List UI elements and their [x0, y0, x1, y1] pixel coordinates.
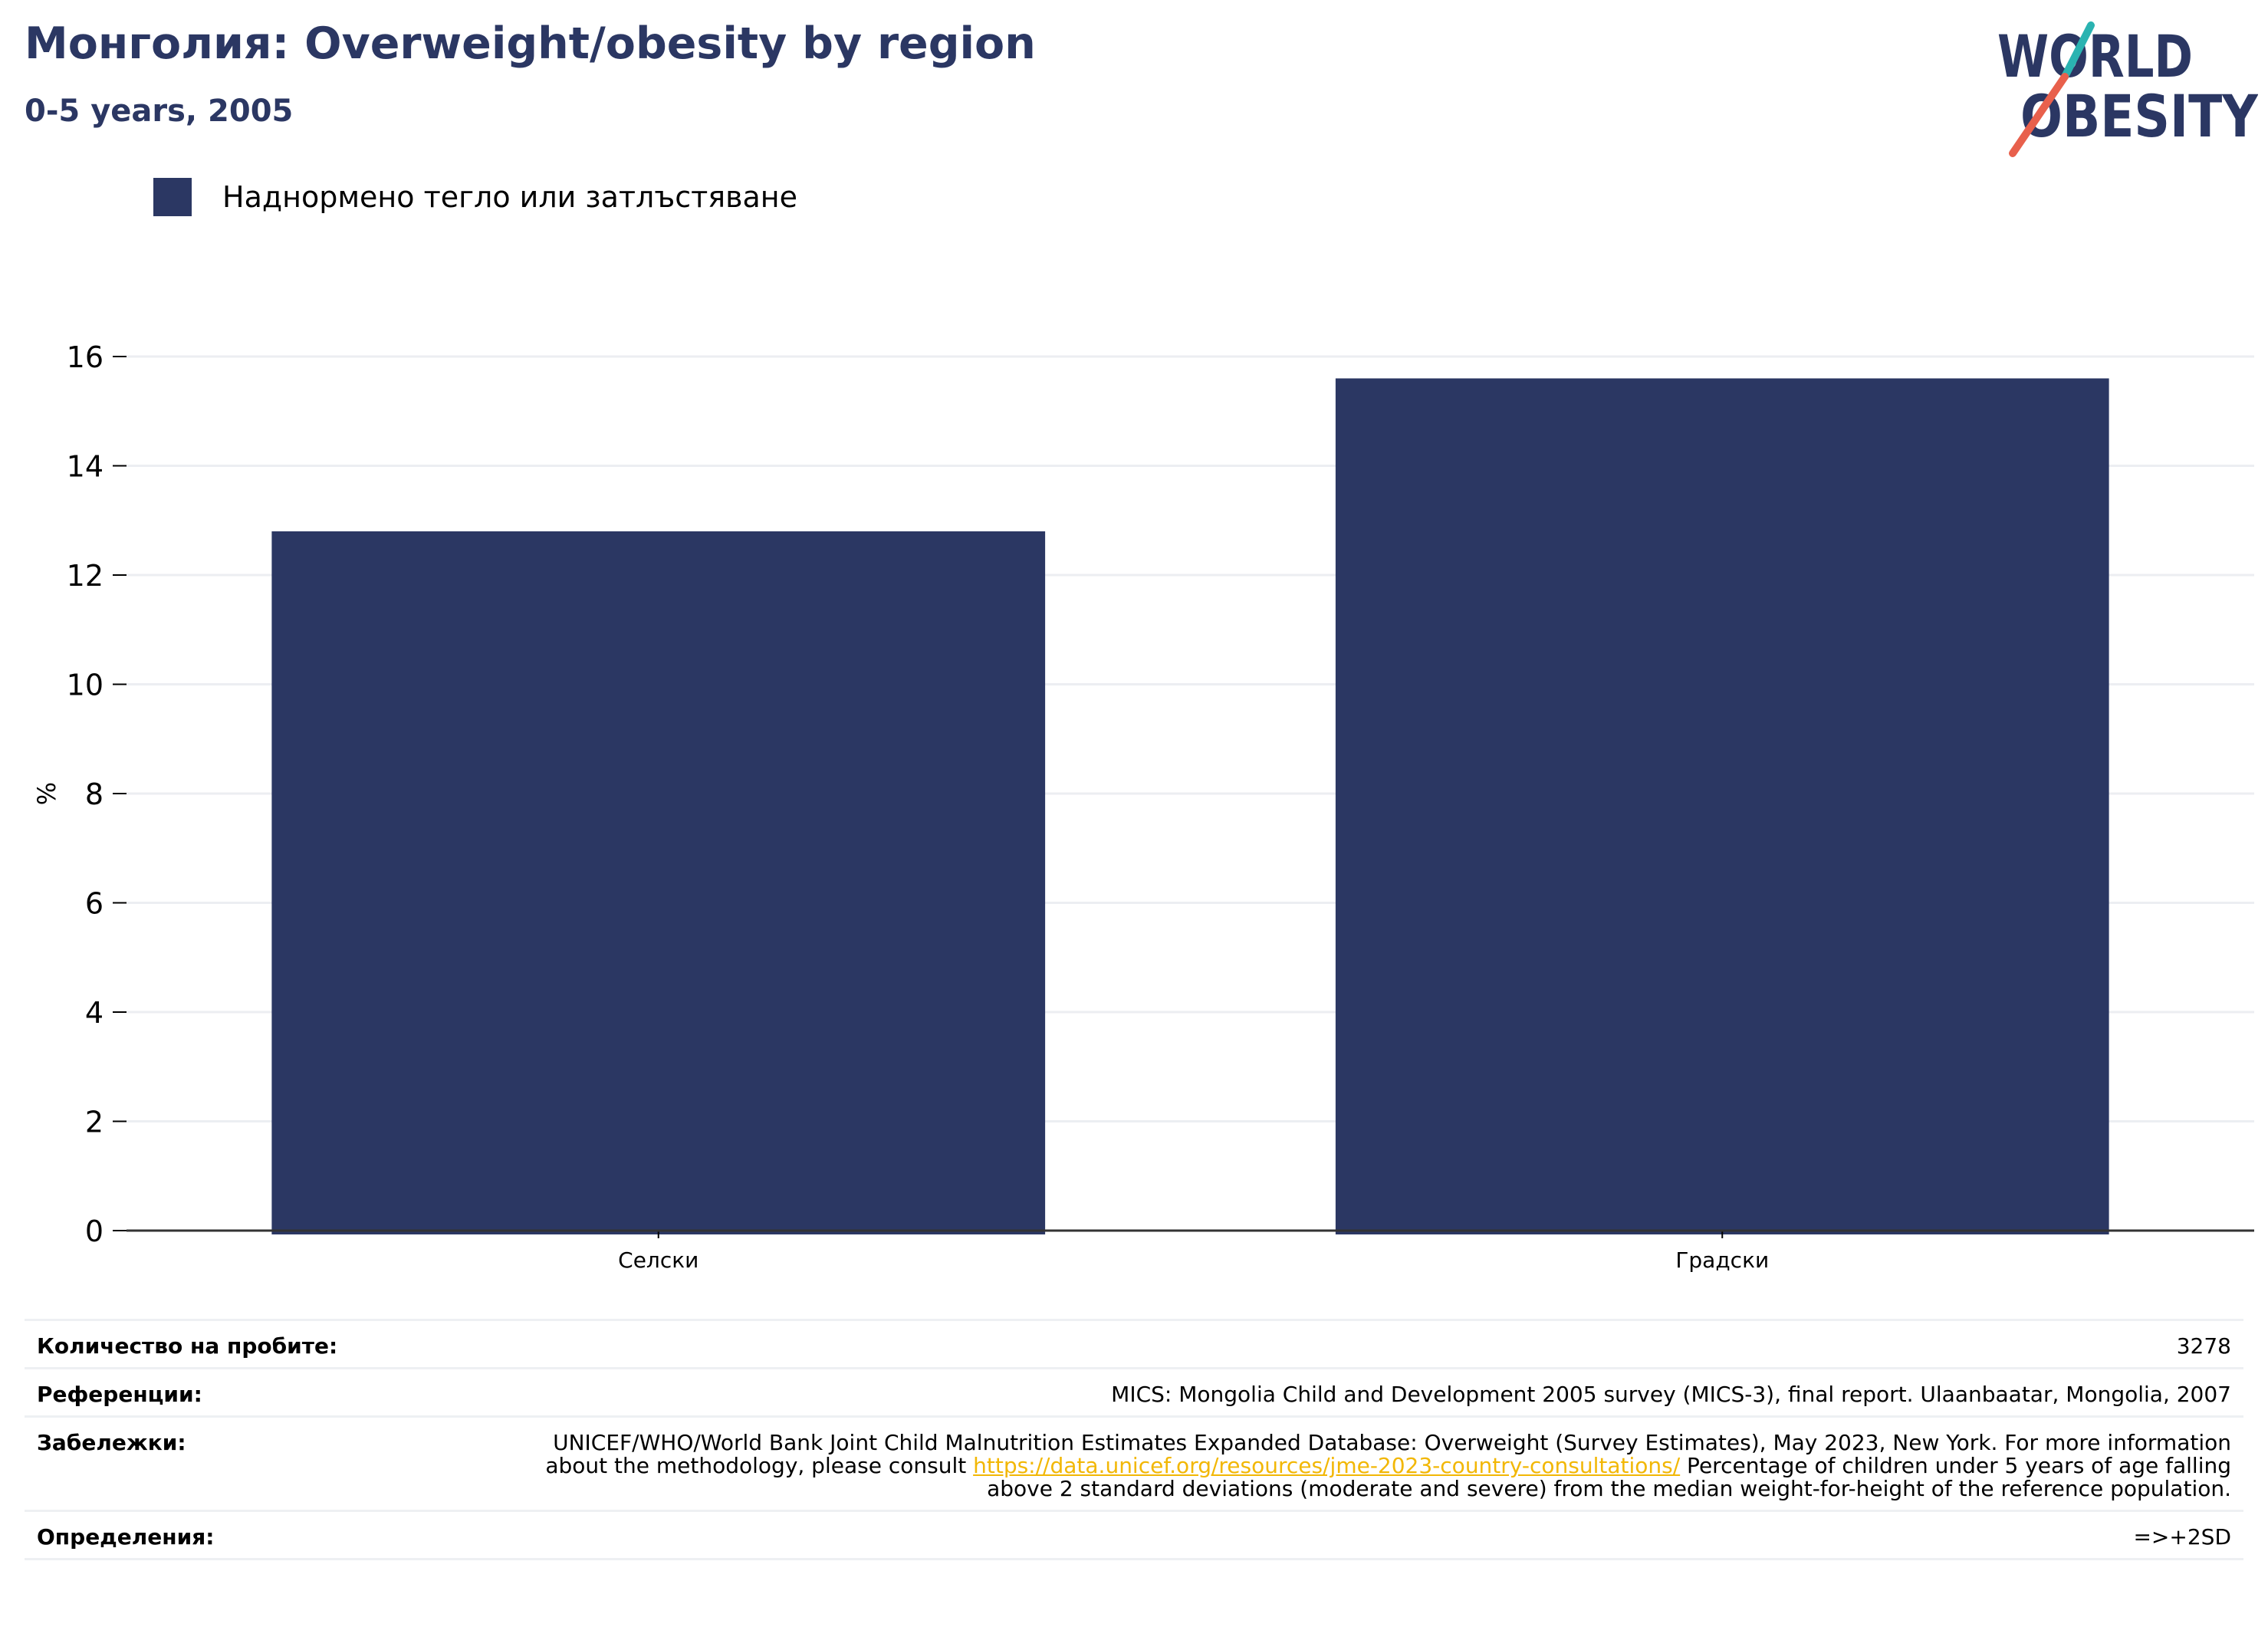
methodology-link[interactable]: https://data.unicef.org/resources/jme-20… — [973, 1452, 1681, 1478]
y-tick-label: 16 — [67, 340, 104, 374]
legend-label: Наднормено тегло или затлъстяване — [222, 180, 797, 214]
chart-title: Монголия: Overweight/obesity by region — [25, 18, 1036, 69]
y-axis-ticks: 0 2 4 6 8 10 12 14 16 — [67, 340, 127, 1248]
x-tick-label: Селски — [618, 1247, 698, 1273]
bar-2 — [1335, 378, 2109, 1234]
info-table: Количество на пробите: 3278 Референции: … — [25, 1319, 2243, 1560]
notes-text-before: UNICEF/WHO/World Bank Joint Child Malnut… — [545, 1429, 2231, 1478]
y-tick-label: 6 — [85, 887, 104, 921]
chart-subtitle: 0-5 years, 2005 — [25, 94, 294, 129]
notes-label: Забележки: — [25, 1415, 485, 1512]
logo-word-world: WORLD — [1997, 22, 2193, 90]
notes-text-after: Percentage of children under 5 years of … — [987, 1452, 2231, 1501]
notes-value: UNICEF/WHO/World Bank Joint Child Malnut… — [485, 1415, 2243, 1512]
world-obesity-logo: WORLD OBESITY — [1997, 21, 2258, 157]
y-tick-label: 4 — [85, 996, 104, 1030]
sample-size-row: Количество на пробите: 3278 — [25, 1319, 2243, 1369]
y-tick-label: 14 — [67, 450, 104, 484]
definitions-row: Определения: =>+2SD — [25, 1509, 2243, 1560]
x-tick-label: Градски — [1675, 1247, 1769, 1273]
logo-slash-red — [2009, 73, 2069, 157]
logo-word-obesity: OBESITY — [2020, 82, 2258, 150]
x-axis-ticks: Селски Градски — [618, 1231, 1769, 1273]
bar-chart: 0 2 4 6 8 10 12 14 16 Селски Градски % — [32, 340, 2254, 1273]
y-tick-label: 8 — [85, 777, 104, 811]
definitions-label: Определения: — [25, 1509, 485, 1560]
y-tick-label: 12 — [67, 559, 104, 593]
references-value: MICS: Mongolia Child and Development 200… — [485, 1366, 2243, 1418]
references-label: Референции: — [25, 1366, 485, 1418]
y-tick-label: 2 — [85, 1106, 104, 1139]
sample-size-label: Количество на пробите: — [25, 1319, 485, 1369]
notes-row: Забележки: UNICEF/WHO/World Bank Joint C… — [25, 1415, 2243, 1512]
chart-legend: Наднормено тегло или затлъстяване — [153, 178, 797, 216]
legend-swatch — [153, 178, 192, 216]
logo-slash-teal — [2061, 21, 2095, 81]
bars — [271, 378, 2109, 1234]
sample-size-value: 3278 — [485, 1319, 2243, 1369]
bar-1 — [271, 531, 1046, 1234]
references-row: Референции: MICS: Mongolia Child and Dev… — [25, 1366, 2243, 1418]
definitions-value: =>+2SD — [485, 1509, 2243, 1560]
y-tick-label: 0 — [85, 1214, 104, 1248]
y-axis-label: % — [32, 782, 61, 805]
y-tick-label: 10 — [67, 669, 104, 702]
